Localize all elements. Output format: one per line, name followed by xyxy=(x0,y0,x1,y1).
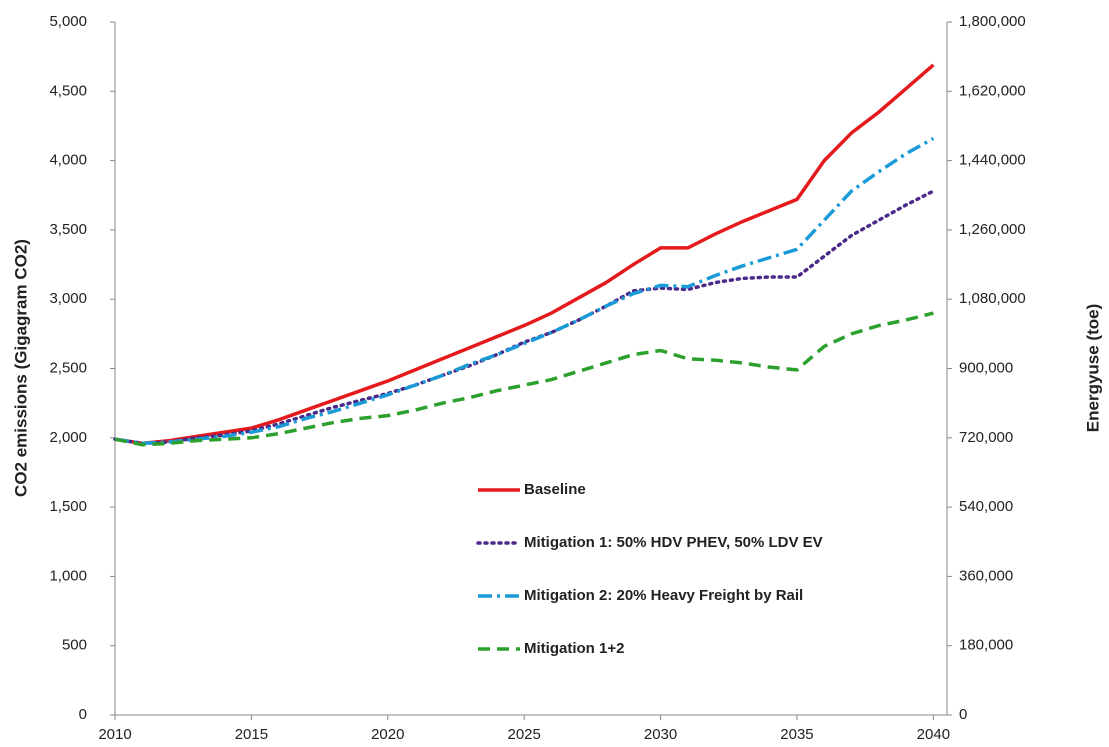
legend-label: Mitigation 1+2 xyxy=(524,640,624,657)
series-line xyxy=(114,311,934,447)
x-tick-label: 2025 xyxy=(507,726,540,743)
legend-label: Baseline xyxy=(524,481,586,498)
y-tick-label: 500 xyxy=(62,637,87,654)
y-tick-label: 2,000 xyxy=(49,429,87,446)
x-tick-label: 2035 xyxy=(780,726,813,743)
x-tick-label: 2015 xyxy=(235,726,268,743)
y-tick-label: 0 xyxy=(79,706,87,723)
y-tick-label: 4,500 xyxy=(49,82,87,99)
y-axis-label: CO2 emissions (Gigagram CO2) xyxy=(11,239,30,497)
y-tick-label: 1,000 xyxy=(49,567,87,584)
series-line xyxy=(114,63,935,446)
y2-tick-label: 1,260,000 xyxy=(959,221,1026,238)
x-tick-label: 2040 xyxy=(917,726,950,743)
y2-tick-label: 900,000 xyxy=(959,359,1013,376)
y-tick-label: 3,500 xyxy=(49,221,87,238)
y2-tick-label: 180,000 xyxy=(959,637,1013,654)
y2-tick-label: 1,800,000 xyxy=(959,13,1026,30)
y2-tick-label: 1,440,000 xyxy=(959,152,1026,169)
y2-tick-label: 360,000 xyxy=(959,567,1013,584)
y2-tick-label: 1,080,000 xyxy=(959,290,1026,307)
y2-tick-label: 720,000 xyxy=(959,429,1013,446)
y-tick-label: 4,000 xyxy=(49,152,87,169)
y2-tick-label: 0 xyxy=(959,706,967,723)
legend-label: Mitigation 2: 20% Heavy Freight by Rail xyxy=(524,587,803,604)
x-tick-label: 2010 xyxy=(98,726,131,743)
y-tick-label: 2,500 xyxy=(49,359,87,376)
x-tick-label: 2020 xyxy=(371,726,404,743)
series-line xyxy=(113,189,936,446)
y-tick-label: 3,000 xyxy=(49,290,87,307)
series-line xyxy=(114,136,935,446)
y-tick-label: 1,500 xyxy=(49,498,87,515)
x-tick-label: 2030 xyxy=(644,726,677,743)
y2-axis-label: Energyuse (toe) xyxy=(1083,304,1102,432)
y2-tick-label: 1,620,000 xyxy=(959,82,1026,99)
y2-tick-label: 540,000 xyxy=(959,498,1013,515)
y-tick-label: 5,000 xyxy=(49,13,87,30)
legend-label: Mitigation 1: 50% HDV PHEV, 50% LDV EV xyxy=(524,534,823,551)
